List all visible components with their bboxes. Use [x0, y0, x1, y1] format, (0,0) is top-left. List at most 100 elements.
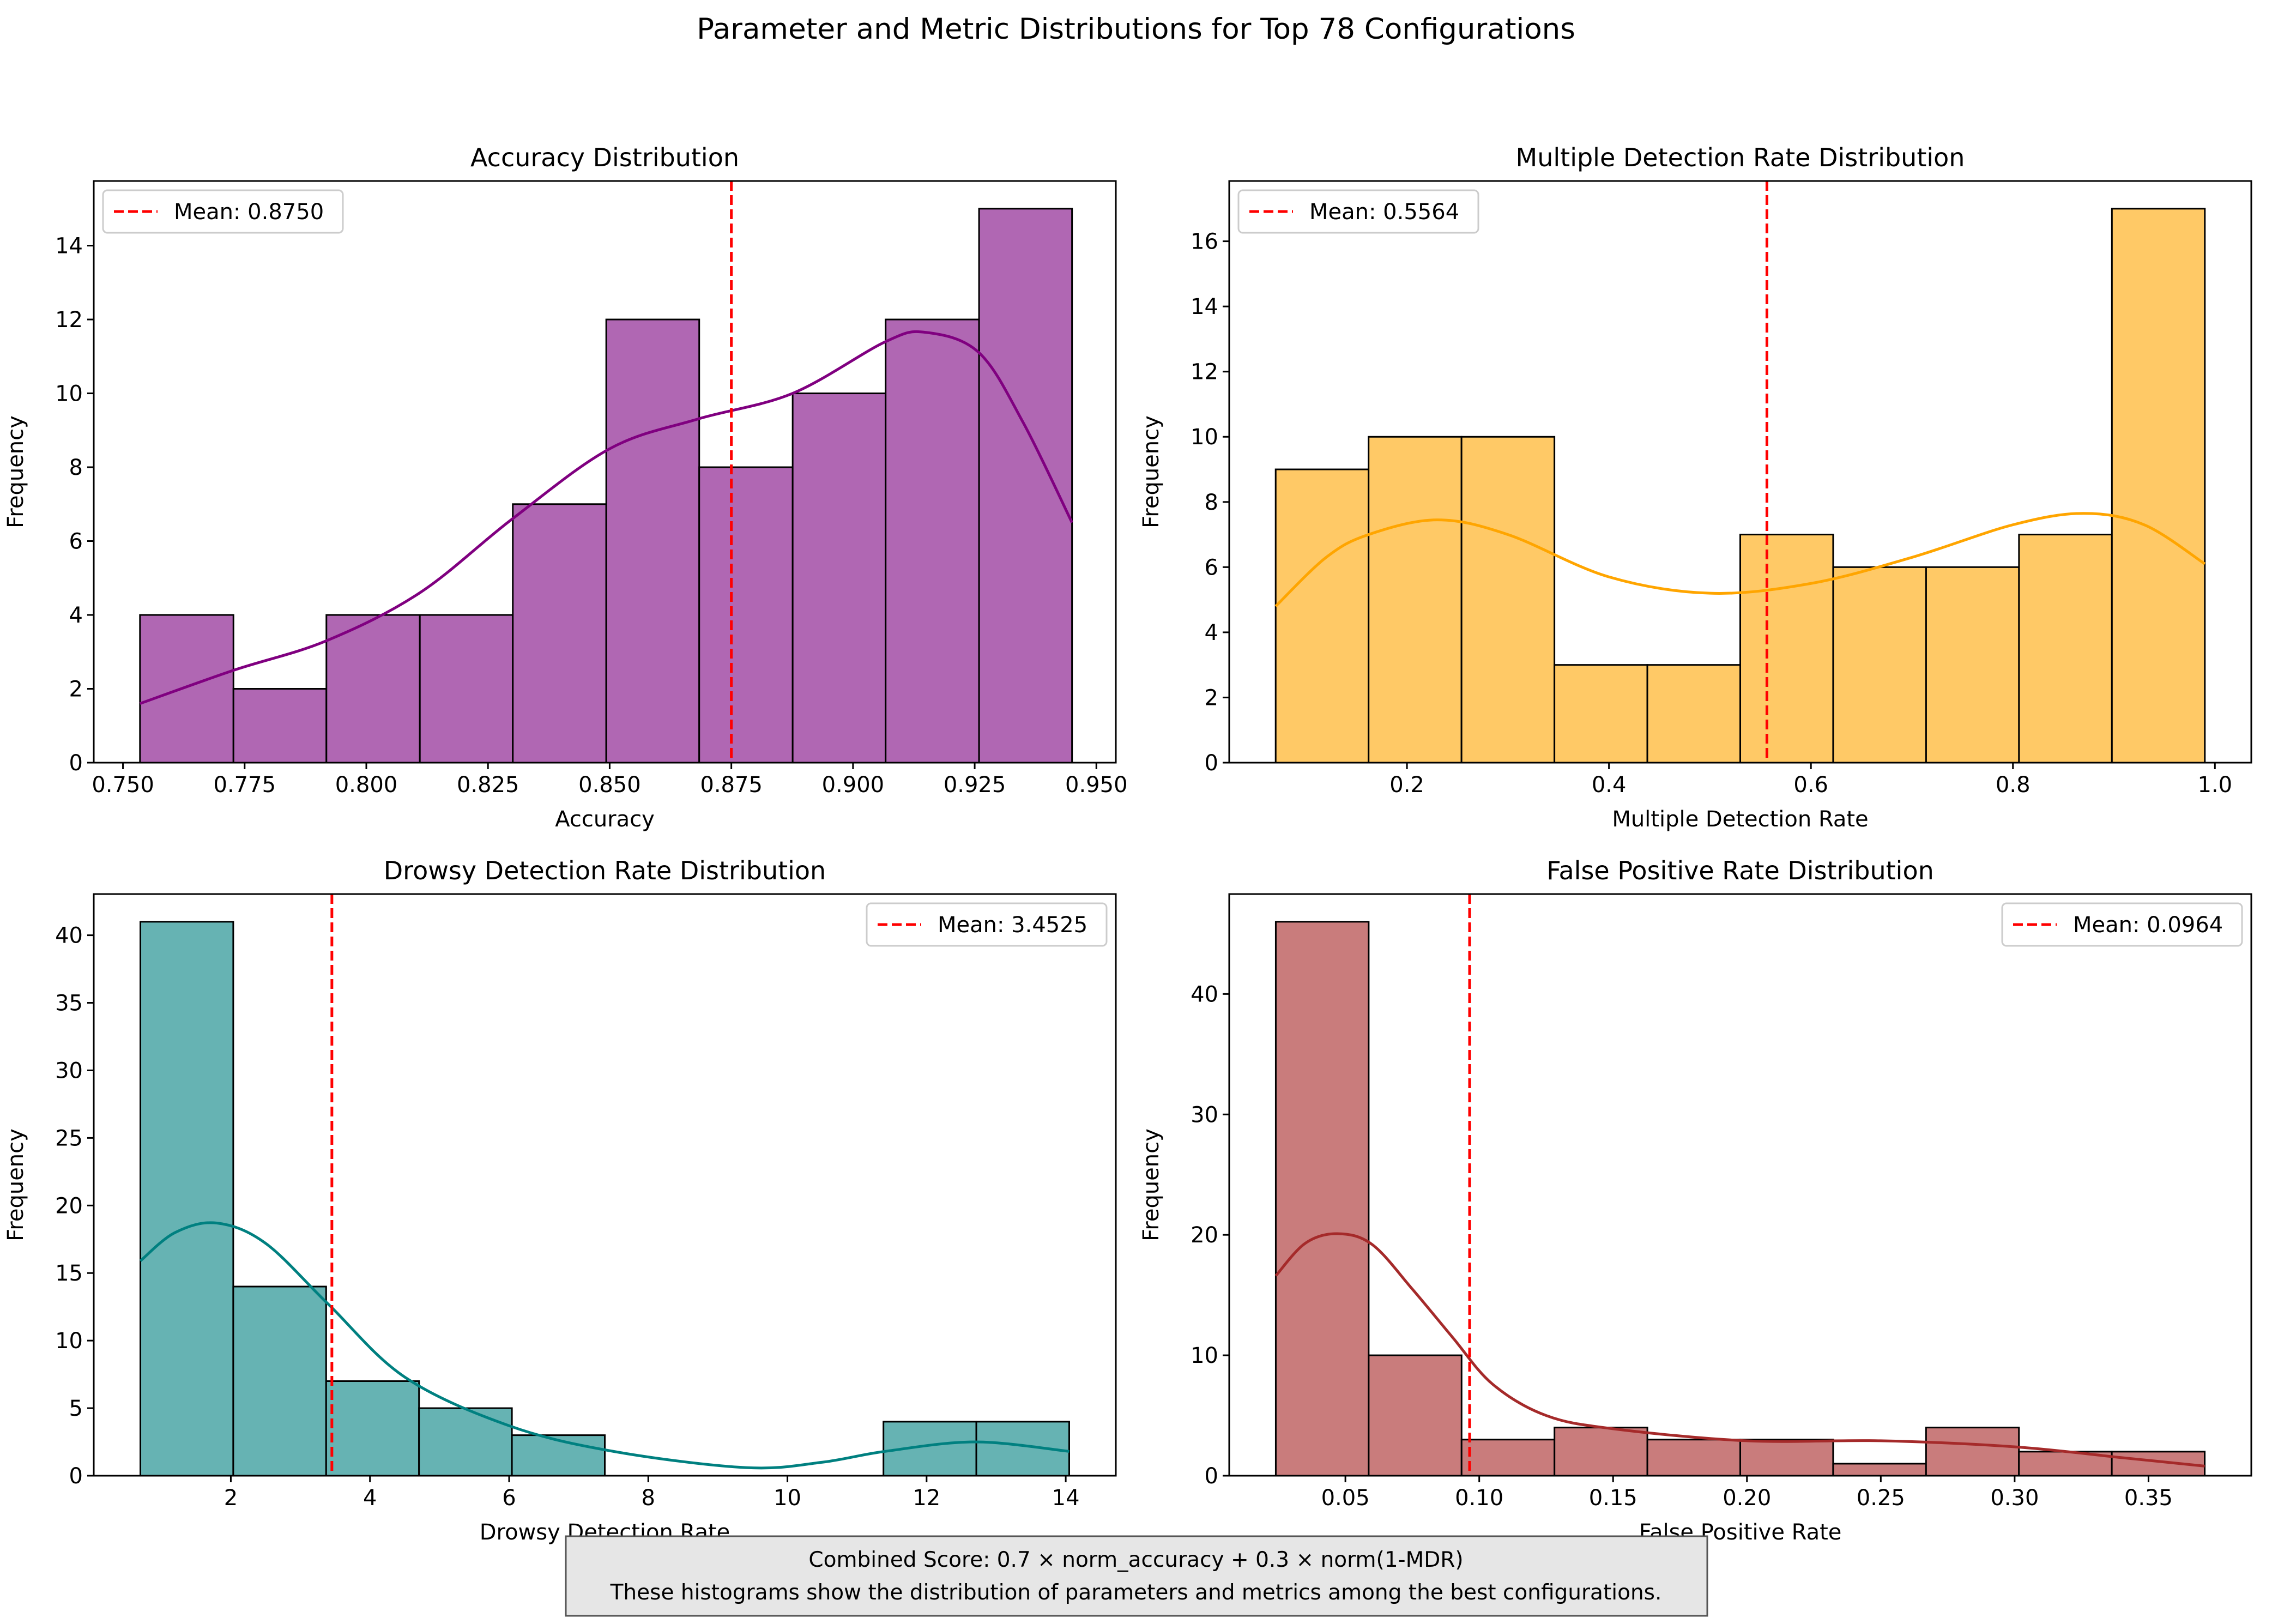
histogram-bar	[1832, 1463, 1927, 1477]
x-tick-label: 0.775	[214, 772, 276, 798]
histogram-bar	[1274, 921, 1370, 1477]
legend: Mean: 3.4525	[866, 902, 1108, 947]
histogram-bar	[1368, 436, 1463, 764]
x-tick-label: 0.35	[2124, 1486, 2173, 1511]
legend-box	[2001, 902, 2243, 947]
y-tick-label: 8	[69, 455, 83, 480]
histogram-bar	[791, 393, 887, 764]
histogram-bar	[140, 921, 234, 1477]
x-tick-label: 2	[224, 1486, 238, 1511]
histogram-bar	[885, 318, 980, 764]
x-tick-label: 4	[363, 1486, 377, 1511]
kde-curve	[1274, 1232, 2205, 1468]
histogram-bar	[1554, 664, 1648, 764]
drowsy-detection-rate-histogram-panel: 2 4 6 8 10 12 14 0 5 10 15 20 25 30 35 40 Drowsy Detecti…	[3, 856, 1117, 1545]
y-tick-label: 2	[69, 677, 83, 702]
legend: Mean: 0.0964	[2001, 902, 2243, 947]
axes-frame	[1228, 180, 2252, 764]
histogram-bar	[511, 1434, 606, 1477]
histogram-bar	[978, 208, 1073, 764]
kde-curve	[139, 330, 1073, 705]
y-tick-label: 10	[1191, 1343, 1218, 1368]
histogram-bar	[2018, 534, 2113, 764]
y-tick-label: 6	[69, 529, 83, 554]
legend-mean-label: Mean: 0.0964	[2073, 913, 2223, 938]
x-tick-label: 0.750	[92, 772, 154, 798]
y-axis-label: Frequency	[3, 1128, 28, 1241]
histogram-bar	[232, 1285, 327, 1477]
histogram-bar	[325, 1380, 420, 1477]
x-tick-label: 0.10	[1455, 1486, 1503, 1511]
y-tick-label: 15	[55, 1261, 83, 1286]
legend-mean-label: Mean: 0.5564	[1309, 200, 1459, 225]
y-tick-label: 5	[69, 1396, 83, 1421]
histogram-bar	[419, 614, 514, 764]
x-axis-label: Multiple Detection Rate	[1612, 807, 1868, 832]
histogram-bar	[1274, 468, 1370, 764]
histogram-bar	[698, 466, 794, 764]
y-tick-label: 25	[55, 1126, 83, 1151]
legend-mean-label: Mean: 0.8750	[174, 200, 324, 225]
y-tick-label: 20	[55, 1193, 83, 1218]
legend-box	[1237, 189, 1479, 234]
y-tick-label: 20	[1191, 1223, 1218, 1248]
y-tick-label: 40	[55, 923, 83, 949]
y-tick-label: 10	[55, 1329, 83, 1354]
x-tick-label: 0.900	[822, 772, 885, 798]
x-tick-label: 1.0	[2197, 772, 2232, 798]
false-positive-rate-chart-title: False Positive Rate Distribution	[1546, 856, 1934, 885]
x-axis-label: Accuracy	[555, 807, 655, 832]
y-tick-label: 30	[1191, 1102, 1218, 1127]
y-tick-label: 4	[69, 603, 83, 628]
kde-curve	[1274, 512, 2206, 607]
y-tick-label: 12	[55, 307, 83, 333]
axes-frame	[1228, 893, 2252, 1477]
y-tick-label: 2	[1205, 685, 1218, 710]
y-tick-label: 30	[55, 1058, 83, 1083]
x-tick-label: 12	[913, 1486, 940, 1511]
false-positive-rate-histogram-panel: 0.05 0.10 0.15 0.20 0.25 0.30 0.35 0 10 20 30 40 Fal…	[1139, 856, 2252, 1545]
x-tick-label: 0.15	[1589, 1486, 1637, 1511]
y-tick-label: 4	[1205, 620, 1218, 645]
legend: Mean: 0.5564	[1237, 189, 1479, 234]
x-tick-label: 0.20	[1723, 1486, 1771, 1511]
accuracy-chart-title: Accuracy Distribution	[470, 143, 739, 172]
y-tick-label: 12	[1191, 360, 1218, 385]
x-tick-label: 0.2	[1389, 772, 1424, 798]
footnote-background	[565, 1535, 1708, 1617]
y-tick-label: 40	[1191, 982, 1218, 1007]
y-tick-label: 0	[1205, 1464, 1218, 1489]
x-tick-label: 0.950	[1065, 772, 1128, 798]
histogram-bar	[1832, 566, 1927, 764]
y-axis-label: Frequency	[3, 415, 28, 528]
x-tick-label: 8	[642, 1486, 655, 1511]
x-tick-label: 0.25	[1857, 1486, 1905, 1511]
histogram-bar	[512, 503, 607, 764]
x-tick-label: 0.4	[1592, 772, 1627, 798]
y-tick-label: 14	[1191, 294, 1218, 319]
footnote-line-1: Combined Score: 0.7 × norm_accuracy + 0.…	[808, 1548, 1463, 1572]
histogram-bar	[1739, 534, 1834, 764]
x-tick-label: 14	[1052, 1486, 1080, 1511]
x-tick-label: 6	[502, 1486, 516, 1511]
histogram-bar	[1460, 1439, 1556, 1477]
legend: Mean: 0.8750	[102, 189, 344, 234]
histogram-bar	[1460, 436, 1556, 764]
histogram-bar	[418, 1407, 513, 1477]
x-tick-label: 0.875	[700, 772, 763, 798]
histogram-bar	[232, 688, 328, 764]
x-tick-label: 0.05	[1321, 1486, 1370, 1511]
histogram-bar	[2111, 208, 2206, 764]
y-tick-label: 8	[1205, 490, 1218, 515]
x-tick-label: 10	[774, 1486, 801, 1511]
figure-title: Parameter and Metric Distributions for T…	[697, 13, 1575, 46]
footnote-line-2: These histograms show the distribution o…	[610, 1580, 1662, 1605]
histogram-bar	[1554, 1427, 1648, 1477]
y-tick-label: 35	[55, 991, 83, 1016]
legend-box	[102, 189, 344, 234]
axes-frame	[93, 893, 1117, 1477]
y-tick-label: 0	[69, 751, 83, 776]
multiple-detection-rate-histogram-panel: 0.2 0.4 0.6 0.8 1.0 0 2 4 6 8 10 12 14 16 Multiple Det…	[1139, 143, 2252, 832]
legend-mean-label: Mean: 3.4525	[938, 913, 1087, 938]
